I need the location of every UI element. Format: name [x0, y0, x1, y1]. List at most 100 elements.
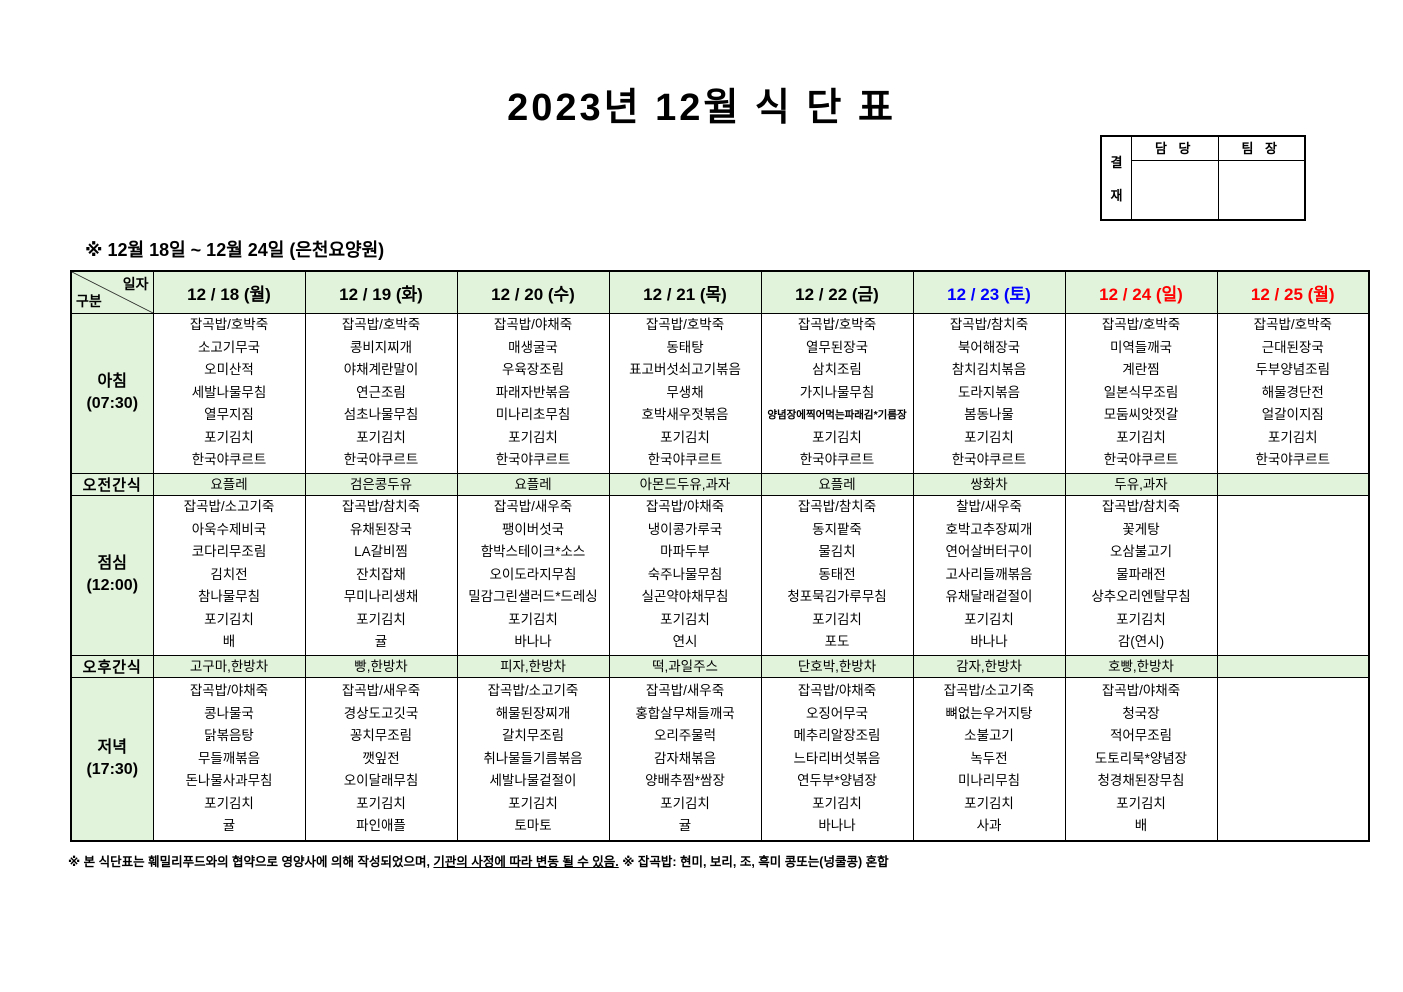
row-label: 저녁 (17:30)	[70, 676, 154, 842]
menu-item: 배	[1134, 818, 1148, 833]
menu-table: 일자 구분 12 / 18 (월) 12 / 19 (화) 12 / 20 (수) 1…	[70, 270, 1370, 842]
menu-item: 함박스테이크*소스	[480, 544, 586, 560]
menu-cell	[1216, 676, 1370, 842]
menu-item: 포기김치	[204, 611, 254, 627]
menu-cell: 잡곡밥/호박죽 콩비지찌개 야채계란말이 연근조림 섬초나물무침 포기김치 한국야쿠르트	[304, 312, 458, 474]
menu-item: 미나리초무침	[495, 407, 571, 423]
menu-item: 해물경단전	[1261, 384, 1324, 400]
menu-item: 바나나	[514, 634, 552, 650]
menu-item: 귤	[222, 818, 236, 833]
menu-item: 파인애플	[356, 818, 406, 833]
menu-cell: 잡곡밥/참치죽 동지팥죽 물김치 동태전 청포묵김가루무침 포기김치 포도	[760, 494, 914, 656]
menu-item: 잡곡밥/호박죽	[645, 317, 725, 333]
menu-item: 포기김치	[204, 429, 254, 445]
menu-item: 북어해장국	[957, 339, 1021, 355]
menu-item: 유채된장국	[349, 521, 413, 537]
menu-item: 콩나물국	[204, 705, 254, 721]
menu-cell: 잡곡밥/참치죽 유채된장국 LA갈비찜 잔치잡채 무미나리생채 포기김치 귤	[304, 494, 458, 656]
menu-item: 무들깨볶음	[197, 750, 261, 766]
menu-cell: 잡곡밥/호박죽 미역들깨국 계란찜 일본식무조림 모둠씨앗젓갈 포기김치 한국야쿠르트	[1064, 312, 1218, 474]
menu-cell: 잡곡밥/소고기죽 아욱수제비국 코다리무조림 김치전 참나물무침 포기김치 배	[152, 494, 306, 656]
approval-header-damdang: 담 당	[1132, 137, 1219, 161]
menu-item: 숙주나물무침	[647, 566, 723, 582]
menu-item: 호박새우젓볶음	[641, 407, 729, 423]
date-range-subtitle: ※ 12월 18일 ~ 12월 24일 (은천요양원)	[85, 240, 385, 260]
menu-item: 포기김치	[204, 795, 254, 811]
menu-item: 표고버섯쇠고기볶음	[629, 362, 741, 378]
footer-text: ※ 잡곡밥: 현미, 보리, 조, 흑미 콩또는(넝쿨콩) 혼합	[618, 855, 889, 869]
menu-item: 연두부*양념장	[797, 773, 877, 788]
menu-item: 콩비지찌개	[349, 339, 413, 355]
meal-row: 저녁 (17:30) 잡곡밥/야채죽 콩나물국 닭볶음탕 무들깨볶음 돈나물사과무침 포기김치…	[70, 676, 1370, 842]
menu-item: 무미나리생채	[343, 589, 419, 605]
snack-cell: 쌍화차	[912, 472, 1066, 496]
menu-item: 갈치무조림	[501, 728, 565, 743]
menu-item: 한국야쿠르트	[799, 452, 875, 468]
menu-cell: 잡곡밥/호박죽 열무된장국 삼치조림 가지나물무침 양념장에찍어먹는파래김*기름장 포기김…	[760, 312, 914, 474]
menu-item: 잡곡밥/호박죽	[341, 317, 421, 333]
menu-cell: 잡곡밥/새우죽 경상도고깃국 꽁치무조림 깻잎전 오이달래무침 포기김치 파인애플	[304, 676, 458, 842]
menu-table-body: 아침 (07:30) 잡곡밥/호박죽 소고기무국 오미산적 세발나물무침 열무지짐 포기김치 한…	[70, 312, 1370, 842]
column-header-day-8: 12 / 25 (월)	[1216, 270, 1370, 314]
menu-item: 호박고추장찌개	[945, 521, 1033, 537]
snack-cell: 빵,한방차	[304, 654, 458, 678]
menu-item: 실곤약야채무침	[641, 589, 729, 605]
menu-item: 포기김치	[356, 611, 406, 627]
menu-item: 청경채된장무침	[1097, 773, 1185, 788]
menu-item: 동태탕	[666, 339, 704, 355]
approval-side-char: 결	[1110, 155, 1123, 170]
menu-item: 잡곡밥/참치죽	[797, 499, 877, 515]
menu-item: 삼치조림	[812, 362, 862, 378]
menu-cell: 잡곡밥/호박죽 동태탕 표고버섯쇠고기볶음 무생채 호박새우젓볶음 포기김치 한국야쿠르트	[608, 312, 762, 474]
menu-item: 적어무조림	[1109, 728, 1173, 743]
approval-box: 결 재 담 당 팀 장	[1100, 135, 1306, 221]
menu-item: 모둠씨앗젓갈	[1103, 407, 1179, 423]
menu-cell: 찰밥/새우죽 호박고추장찌개 연어살버터구이 고사리들깨볶음 유채달래겉절이 포기김치 바나…	[912, 494, 1066, 656]
menu-item: 잡곡밥/새우죽	[341, 683, 421, 698]
meal-row: 아침 (07:30) 잡곡밥/호박죽 소고기무국 오미산적 세발나물무침 열무지짐 포기김치 한…	[70, 312, 1370, 474]
snack-cell: 검은콩두유	[304, 472, 458, 496]
menu-item: 참치김치볶음	[951, 362, 1027, 378]
corner-cell: 일자 구분	[70, 270, 154, 314]
menu-item: 오미산적	[204, 362, 254, 378]
menu-item: 오리주물럭	[653, 728, 717, 743]
menu-item: 해물된장찌개	[495, 705, 571, 721]
column-header-day-3: 12 / 20 (수)	[456, 270, 610, 314]
menu-item: 잡곡밥/참치죽	[1101, 499, 1181, 515]
menu-item: 한국야쿠르트	[495, 452, 571, 468]
menu-item: 두부양념조림	[1255, 362, 1331, 378]
footer-text: ※ 본 식단표는 훼밀리푸드와의 협약으로 영양사에 의해 작성되었으며,	[68, 855, 434, 869]
snack-cell: 고구마,한방차	[152, 654, 306, 678]
menu-cell: 잡곡밥/야채죽 오징어무국 메추리알장조림 느타리버섯볶음 연두부*양념장 포기김치 바나나	[760, 676, 914, 842]
menu-item: 팽이버섯국	[501, 521, 565, 537]
menu-item: 포기김치	[1116, 611, 1166, 627]
snack-cell	[1216, 654, 1370, 678]
meal-row: 점심 (12:00) 잡곡밥/소고기죽 아욱수제비국 코다리무조림 김치전 참나물무침 포기김…	[70, 494, 1370, 656]
menu-item: 얼갈이지짐	[1261, 407, 1324, 423]
snack-cell: 아몬드두유,과자	[608, 472, 762, 496]
menu-cell: 잡곡밥/야채죽 청국장 적어무조림 도토리묵*양념장 청경채된장무침 포기김치 배	[1064, 676, 1218, 842]
menu-item: 세발나물겉절이	[489, 773, 577, 788]
menu-item: 잡곡밥/야채죽	[645, 499, 725, 515]
corner-label-category: 구분	[76, 292, 102, 309]
menu-item: 잡곡밥/야채죽	[1101, 683, 1181, 698]
snack-row: 오전간식 요플레 검은콩두유 요플레 아몬드두유,과자 요플레 쌍화차 두유,과자	[70, 472, 1370, 496]
menu-item: 일본식무조림	[1103, 384, 1179, 400]
menu-item: 홍합살무채들깨국	[635, 705, 735, 721]
menu-item: 오이도라지무침	[489, 566, 577, 582]
menu-item: 오징어무국	[805, 705, 869, 721]
menu-item: 소불고기	[964, 728, 1014, 743]
menu-item: 귤	[374, 634, 388, 650]
menu-item: 잡곡밥/야채죽	[189, 683, 269, 698]
menu-item: 토마토	[514, 818, 552, 833]
snack-cell: 감자,한방차	[912, 654, 1066, 678]
menu-item: 포기김치	[1116, 795, 1166, 811]
menu-item: 잡곡밥/호박죽	[797, 317, 877, 333]
menu-item: 근대된장국	[1261, 339, 1324, 355]
menu-item: 도토리묵*양념장	[1094, 750, 1188, 766]
menu-item: 포기김치	[812, 795, 862, 811]
snack-cell: 호빵,한방차	[1064, 654, 1218, 678]
menu-item: 밀감그린샐러드*드레싱	[468, 589, 598, 605]
menu-item: 배	[222, 634, 236, 650]
menu-item: 취나물들기름볶음	[483, 750, 583, 766]
